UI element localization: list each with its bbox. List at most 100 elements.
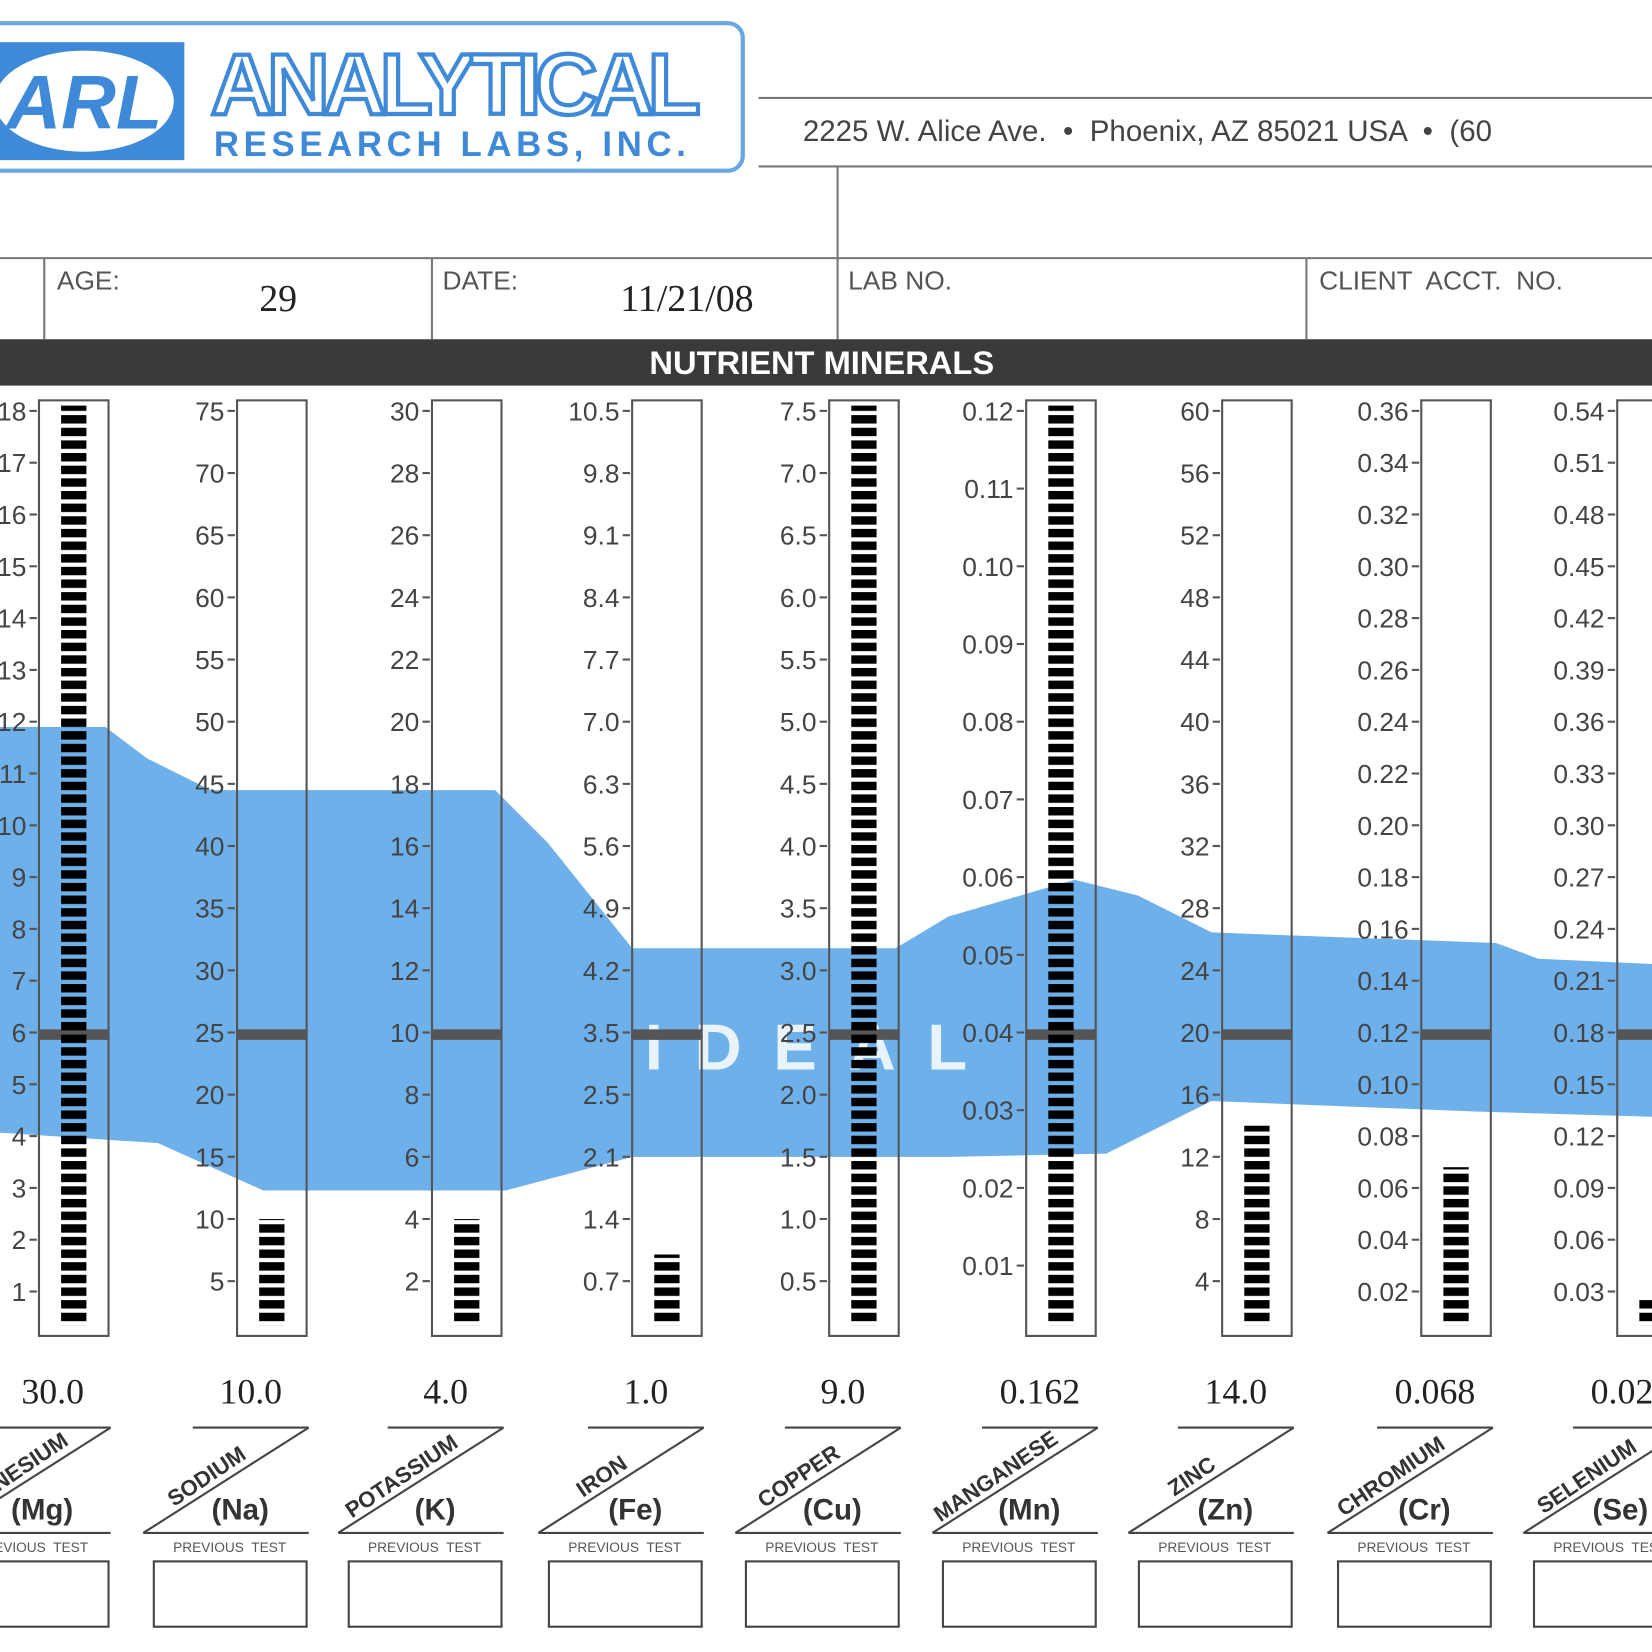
scale-label: 48 [1180,583,1209,613]
address: 2225 W. Alice Ave. • Phoenix, AZ 85021 U… [803,115,1492,148]
scale-label: 12 [0,707,26,737]
scale-label: 0.21 [1553,966,1604,996]
scale-label: 3.5 [780,894,817,924]
logo-text: ARL [4,61,162,146]
scale-label: 0.10 [962,552,1013,582]
mineral-symbol: (Na) [212,1493,269,1526]
scale-label: 0.02 [962,1173,1013,1203]
result-value: 1.0 [623,1371,668,1411]
section-title: NUTRIENT MINERALS [649,344,994,381]
scale-label: 30 [390,396,419,426]
scale-label: 20 [390,707,419,737]
previous-test-box [1532,1560,1652,1628]
scale-label: 14 [0,604,26,634]
band-label: IDEAL [645,1010,999,1083]
scale-label: 50 [195,707,224,737]
scale-label: 12 [390,956,419,986]
scale-label: 16 [0,500,26,530]
scale-label: 32 [1180,832,1209,862]
previous-test-box [1336,1560,1492,1628]
scale-label: 0.36 [1357,396,1408,426]
mineral-symbol: (Cu) [803,1493,862,1526]
scale-label: 35 [195,894,224,924]
name-diagonal [337,1426,505,1534]
scale-label: 7 [12,966,27,996]
scale-label: 5 [210,1267,225,1297]
mineral-symbol: (Mn) [998,1493,1060,1526]
scale-box [1025,399,1097,1337]
result-bar [851,405,877,1326]
result-value: 0.026 [1591,1371,1652,1411]
scale-label: 9 [12,863,27,893]
field-label: AGE: [57,266,120,296]
scale-label: 0.12 [1553,1122,1604,1152]
scale-label: 0.5 [780,1267,817,1297]
name-diagonal [734,1426,902,1534]
previous-test-label: PREVIOUS TEST [1357,1540,1471,1555]
scale-label: 28 [1180,894,1209,924]
scale-label: 0.20 [1357,811,1408,841]
scale-label: 7.7 [583,645,620,675]
scale-label: 2.0 [780,1080,817,1110]
scale-label: 0.24 [1553,914,1604,944]
scale-label: 0.02 [1357,1277,1408,1307]
scale-label: 0.48 [1553,500,1604,530]
scale-label: 45 [195,769,224,799]
result-bar [454,1218,480,1326]
previous-test-box [152,1560,308,1628]
scale-label: 0.06 [1357,1173,1408,1203]
scale-label: 2.5 [583,1080,620,1110]
result-bar [259,1218,285,1326]
result-bar [654,1254,680,1326]
scale-label: 0.04 [962,1018,1013,1048]
scale-label: 18 [390,769,419,799]
mineral-symbol: (Cr) [1398,1493,1450,1526]
mineral-symbol: (K) [415,1493,456,1526]
scale-label: 0.30 [1357,552,1408,582]
scale-label: 4.9 [583,894,620,924]
field-label: DATE: [443,266,519,296]
scale-label: 0.03 [1553,1277,1604,1307]
scale-label: 0.24 [1357,707,1408,737]
scale-label: 0.01 [962,1251,1013,1281]
scale-label: 52 [1180,521,1209,551]
scale-label: 0.12 [1357,1018,1408,1048]
scale-box [430,399,503,1337]
result-bar [1048,405,1074,1326]
scale-label: 0.33 [1553,759,1604,789]
previous-test-box [941,1560,1097,1628]
scale-label: 1.4 [583,1204,620,1234]
scale-label: 4 [405,1204,420,1234]
company-subtitle: RESEARCH LABS, INC. [214,126,686,164]
previous-test-box [1137,1560,1293,1628]
name-diagonal [537,1426,705,1534]
scale-label: 0.11 [964,474,1013,504]
name-diagonal [1522,1449,1652,1534]
scale-label: 0.12 [962,396,1013,426]
scale-box [1221,399,1293,1337]
scale-label: 28 [390,459,419,489]
scale-label: 15 [195,1142,224,1172]
scale-label: 5.0 [780,707,817,737]
scale-box [1616,399,1652,1337]
scale-label: 6.0 [780,583,817,613]
scale-box [1420,399,1492,1337]
scale-label: 56 [1180,459,1209,489]
scale-label: 18 [0,396,26,426]
scale-label: 10.5 [568,396,619,426]
previous-test-box [744,1560,900,1628]
scale-label: 7.0 [583,707,620,737]
scale-label: 0.03 [962,1096,1013,1126]
scale-label: 0.7 [583,1267,620,1297]
scale-label: 0.10 [1357,1070,1408,1100]
result-value: 9.0 [820,1371,865,1411]
previous-test-label: PREVIOUS TEST [368,1540,482,1555]
scale-label: 0.30 [1553,811,1604,841]
company-name: ANALYTICAL [211,37,701,133]
result-value: 0.162 [1000,1371,1081,1411]
scale-label: 60 [195,583,224,613]
scale-label: 0.28 [1357,604,1408,634]
scale-label: 8.4 [583,583,620,613]
scale-label: 0.42 [1553,604,1604,634]
